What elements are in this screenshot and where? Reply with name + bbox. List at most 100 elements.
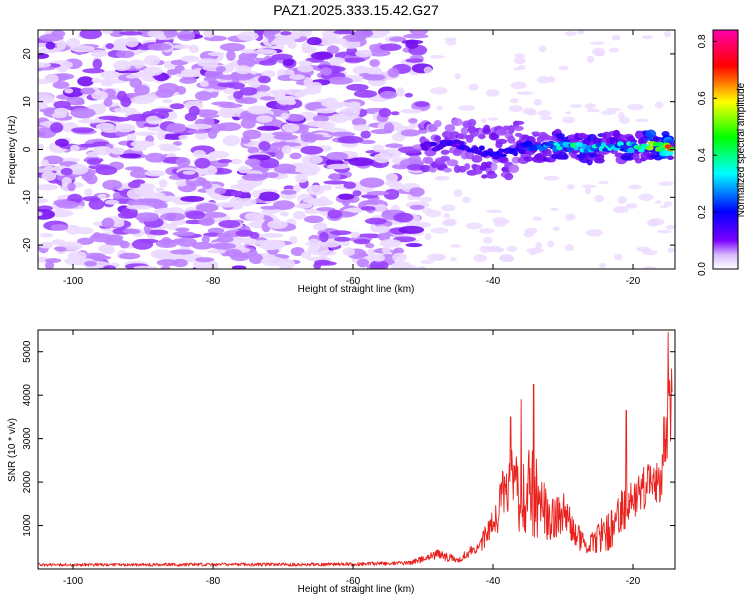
spectrogram-cell [101,245,115,255]
spectrogram-cell [126,198,151,208]
spectrogram-cell [495,138,508,145]
spectrogram-cell [294,203,313,209]
spectrogram-cell [337,135,364,144]
spectrogram-cell [223,88,237,95]
spectrogram-cell [457,140,465,145]
spectrogram-cell [71,127,95,133]
spectrogram-cell [362,74,386,81]
spectrogram-cell [485,89,500,97]
spectrogram-cell [195,203,219,213]
spectrogram-cell [150,249,171,259]
spectrogram-cell [188,44,199,54]
spectrogram-cell [66,37,80,48]
spectrogram-cell [217,123,227,132]
spectrogram-cell [207,128,218,140]
spectrogram-cell [388,180,403,191]
spectrogram-cell [236,31,259,41]
spectrogram-cell [203,30,215,38]
spectrogram-cell [64,88,74,94]
spectrogram-cell [54,138,69,147]
spectrogram-cell [98,115,120,121]
spectrogram-cell [70,107,96,119]
spectrogram-cell [314,108,337,114]
spectrogram-cell [56,200,80,209]
spectrogram-cell [144,170,166,177]
colorbar-tick-label: 0.0 [697,262,708,276]
spectrogram-cell [390,111,400,116]
spectrogram-cell [208,150,230,159]
spectrogram-cell [50,224,69,231]
spectrogram-cell [156,259,179,267]
spectrogram-cell [499,156,509,164]
spectrogram-cell [359,177,385,188]
spectrogram-cell [441,204,456,212]
spectrogram-cell [91,77,101,84]
spectrogram-cell [258,133,275,143]
spectrogram-cell [364,243,375,249]
spectrogram-cell [175,157,191,167]
spectrogram-cell [38,102,49,110]
spectrogram-cell [301,46,317,54]
spectrogram-cell [326,151,349,161]
spectrogram-cell [328,56,346,65]
x-tick-label: -80 [206,276,221,287]
spectrogram-cell [315,261,337,266]
spectrogram-cell [516,91,534,95]
spectrogram-cell [80,87,96,95]
spectrogram-cell [104,199,120,205]
spectrogram-cell [419,196,433,203]
spectrogram-cell [130,140,156,148]
spectrogram-cell [330,101,352,107]
spectrogram-cell [584,103,597,109]
spectrogram-cell [290,246,305,257]
spectrogram-cell [179,77,197,84]
spectrogram-cell [51,30,66,38]
spectrogram-cell [289,74,306,80]
spectrogram-cell [547,240,554,248]
spectrogram-cell [159,146,182,152]
spectrogram-cell [369,59,380,67]
spectrogram-cell [523,231,534,238]
spectrogram-cell [70,144,80,152]
spectrogram-cell [75,227,94,235]
spectrogram-cell [405,265,418,269]
spectrogram-cell [308,238,320,246]
spectrogram-cell [84,260,97,267]
spectrogram-cell [504,172,514,181]
snr-panel: -100 -80 -60 -40 -20 1000 2000 3000 4000 5000 He… [7,329,676,595]
spectrogram-cell [102,179,123,191]
spectrogram-cell [230,71,255,81]
spectrogram-cell [498,153,507,158]
spectrogram-cell [538,45,547,53]
spectrogram-cell [70,45,95,53]
spectrogram-cell [573,146,579,151]
spectrogram-cell [259,233,284,238]
spectrogram-cell [487,117,499,121]
spectrogram-cell [113,60,132,72]
spectrogram-cell [517,64,526,71]
spectrogram-cell [256,125,281,131]
spectrogram-cell [385,172,398,183]
y-tick-label: 5000 [22,340,33,363]
spectrogram-cell [180,55,199,63]
spectrogram-cell [348,157,374,167]
spectrogram-cell [498,148,504,154]
spectrogram-cell [84,188,93,197]
spectrogram-cell [201,181,213,190]
spectrogram-cell [507,135,516,144]
spectrogram-cell [77,119,102,124]
spectrogram-cell [471,154,483,163]
spectrogram-cell [444,37,457,41]
spectrogram-cell [337,193,355,200]
spectrogram-cell [441,219,456,227]
spectrogram-cell [652,136,664,141]
spectrogram-cell [51,239,66,246]
spectrogram-cell [235,65,252,75]
spectrogram-cell [330,37,348,45]
spectrogram-cell [86,151,100,158]
spectrogram-cell [240,136,251,144]
spectrogram-cell [106,234,124,242]
spectrogram-cell [260,239,282,251]
spectrogram-cell [143,66,163,76]
spectrogram-cell [330,131,356,138]
